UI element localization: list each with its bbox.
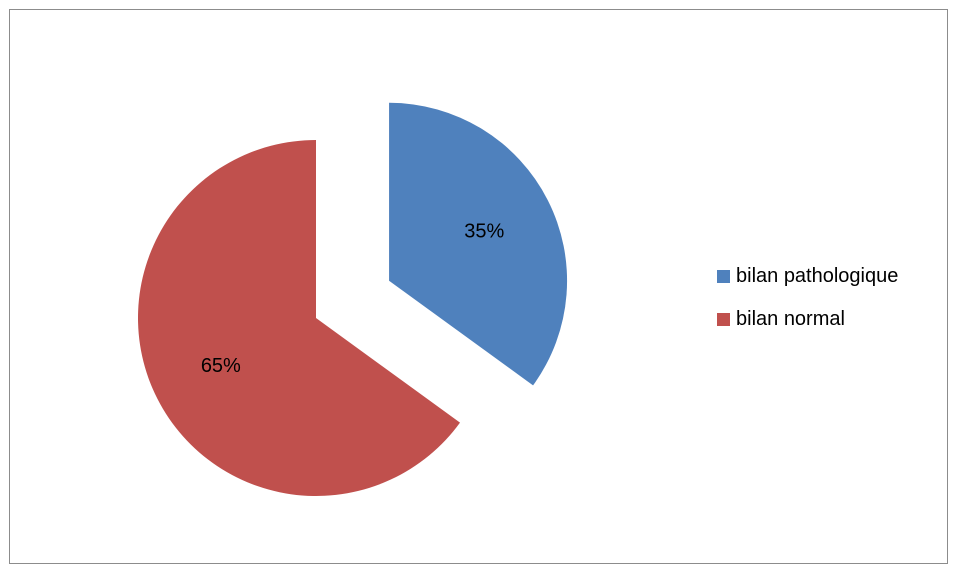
- legend-swatch-bilan-pathologique: [717, 269, 730, 283]
- data-label-bilan-normal: 65%: [201, 355, 241, 377]
- data-label-bilan-pathologique: 35%: [464, 221, 504, 243]
- chart-area: 35% 65% bilan pathologique bilan normal: [9, 9, 948, 564]
- pie-slice-bilan-pathologique: [389, 102, 568, 386]
- legend-item-bilan-normal: bilan normal: [717, 305, 898, 333]
- legend-item-bilan-pathologique: bilan pathologique: [717, 262, 898, 290]
- legend-swatch-bilan-normal: [717, 312, 730, 326]
- pie-slice-bilan-normal: [137, 140, 461, 496]
- legend-label-bilan-normal: bilan normal: [736, 307, 845, 330]
- legend-label-bilan-pathologique: bilan pathologique: [736, 264, 899, 287]
- legend: bilan pathologique bilan normal: [717, 262, 898, 348]
- pie-chart: 35% 65%: [137, 102, 568, 496]
